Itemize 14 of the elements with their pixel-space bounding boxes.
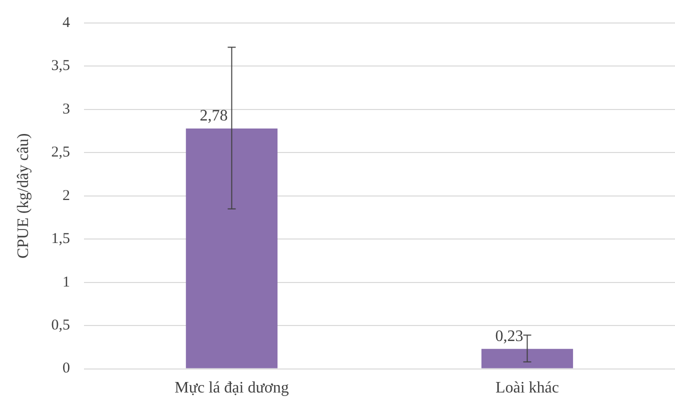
y-tick-label: 2,5 bbox=[51, 144, 70, 161]
y-tick-label: 2 bbox=[62, 188, 70, 204]
x-tick-label: Mực lá đại dương bbox=[174, 380, 289, 397]
data-label: 2,78 bbox=[200, 107, 228, 124]
y-tick-label: 1 bbox=[62, 274, 70, 290]
y-tick-label: 0 bbox=[62, 360, 70, 377]
y-axis-title: CPUE (kg/dây câu) bbox=[14, 133, 32, 259]
x-tick-label: Loài khác bbox=[495, 380, 560, 397]
y-tick-label: 1,5 bbox=[51, 231, 70, 248]
y-tick-label: 4 bbox=[62, 14, 70, 31]
data-label: 0,23 bbox=[495, 328, 524, 345]
y-tick-label: 3,5 bbox=[51, 58, 70, 74]
y-tick-label: 0,5 bbox=[51, 318, 70, 334]
y-tick-label: 3 bbox=[62, 101, 70, 118]
